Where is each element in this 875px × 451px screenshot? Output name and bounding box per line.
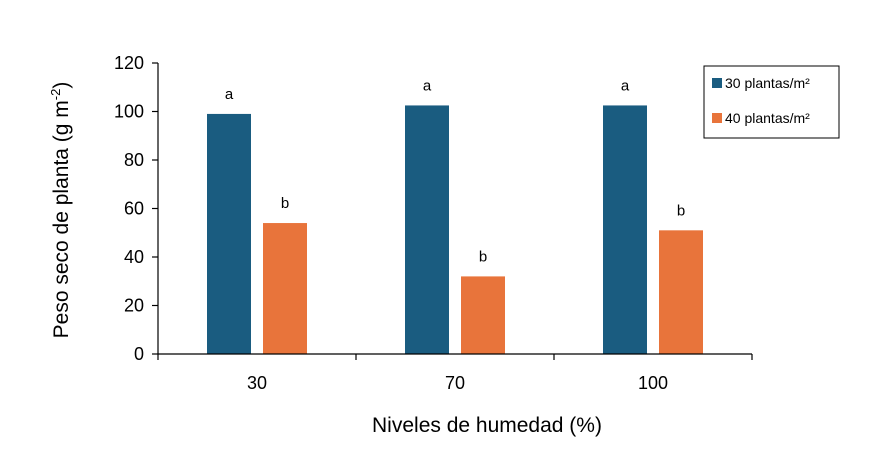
y-tick-label: 100 xyxy=(114,102,144,122)
y-tick-label: 120 xyxy=(114,53,144,73)
bar xyxy=(659,230,703,354)
x-tick-label: 100 xyxy=(638,373,668,393)
y-axis-ticks: 0 20 40 60 80 100 120 xyxy=(114,53,158,364)
significance-label: b xyxy=(281,195,289,212)
x-tick-label: 70 xyxy=(445,373,465,393)
y-axis-title: Peso seco de planta (g m-2) xyxy=(48,82,73,339)
bar xyxy=(603,105,647,354)
bar xyxy=(263,223,307,354)
y-axis-title-close: ) xyxy=(50,82,73,89)
legend-swatch-40-plantas xyxy=(712,113,722,123)
legend-box xyxy=(703,65,840,139)
y-tick-label: 40 xyxy=(124,247,144,267)
legend-label-30-plantas: 30 plantas/m² xyxy=(725,75,810,91)
bar xyxy=(461,276,505,354)
legend-swatch-30-plantas xyxy=(712,78,722,88)
y-tick-label: 80 xyxy=(124,150,144,170)
bars xyxy=(207,105,703,354)
y-axis-title-exponent: -2 xyxy=(48,89,63,101)
y-axis-title-main: Peso seco de planta (g m xyxy=(50,100,73,338)
significance-label: a xyxy=(423,77,432,94)
legend-label-40-plantas: 40 plantas/m² xyxy=(725,110,810,126)
significance-label: a xyxy=(225,86,234,103)
x-axis-title: Niveles de humedad (%) xyxy=(372,414,602,437)
y-tick-label: 20 xyxy=(124,296,144,316)
bar xyxy=(405,105,449,354)
significance-label: b xyxy=(479,248,487,265)
x-axis-ticks: 30 70 100 xyxy=(157,354,753,393)
bar xyxy=(207,113,251,354)
y-tick-label: 0 xyxy=(134,344,144,364)
significance-label: b xyxy=(677,202,685,219)
significance-labels: a a a b b b xyxy=(225,77,685,265)
x-tick-label: 30 xyxy=(247,373,267,393)
significance-label: a xyxy=(621,77,630,94)
y-tick-label: 60 xyxy=(124,199,144,219)
legend: 30 plantas/m² 40 plantas/m² xyxy=(703,65,840,139)
